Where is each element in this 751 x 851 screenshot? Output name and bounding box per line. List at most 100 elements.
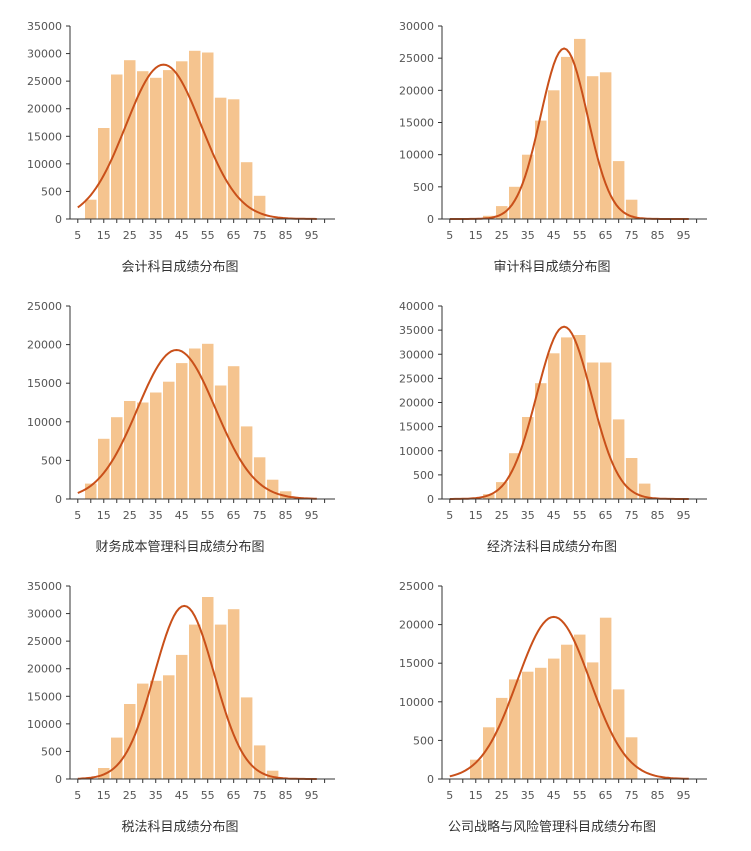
bar bbox=[137, 71, 149, 219]
x-tick-label: 35 bbox=[521, 789, 535, 802]
bar bbox=[266, 770, 279, 779]
chart-1: 5 15 25 35 45 55 65 75 85 95 0 500 10000 15000 20000 25… bbox=[27, 20, 335, 275]
y-tick-label: 25000 bbox=[399, 580, 434, 593]
bar bbox=[124, 704, 136, 779]
bar bbox=[561, 56, 573, 220]
bar bbox=[227, 99, 240, 219]
x-tick-label: 95 bbox=[677, 789, 691, 802]
bar bbox=[176, 363, 188, 499]
y-tick-label: 20000 bbox=[27, 663, 62, 676]
y-tick-label: 30000 bbox=[399, 20, 434, 33]
x-tick-label: 35 bbox=[149, 509, 163, 522]
bar bbox=[483, 727, 495, 779]
bar bbox=[522, 417, 534, 499]
bar bbox=[266, 479, 279, 499]
x-tick-label: 95 bbox=[305, 509, 319, 522]
bar bbox=[150, 77, 162, 219]
x-tick-label: 35 bbox=[521, 229, 535, 242]
bar bbox=[509, 679, 521, 779]
bar bbox=[483, 494, 495, 499]
y-tick-label: 500 bbox=[41, 745, 62, 758]
y-tick-label: 30000 bbox=[27, 608, 62, 621]
x-tick-label: 65 bbox=[227, 509, 241, 522]
y-tick-label: 15000 bbox=[27, 130, 62, 143]
x-tick-label: 95 bbox=[305, 789, 319, 802]
fit-curve bbox=[77, 348, 317, 500]
x-tick-label: 5 bbox=[446, 789, 453, 802]
y-tick-label: 15000 bbox=[27, 690, 62, 703]
bar bbox=[85, 483, 97, 499]
bar bbox=[586, 76, 599, 219]
bar bbox=[561, 644, 573, 779]
y-tick-label: 25000 bbox=[27, 300, 62, 313]
bar bbox=[163, 70, 175, 219]
y-tick-label: 0 bbox=[55, 773, 62, 786]
x-tick-label: 5 bbox=[446, 509, 453, 522]
x-tick-label: 15 bbox=[469, 509, 483, 522]
y-tick-label: 15000 bbox=[27, 377, 62, 390]
bar bbox=[214, 385, 227, 499]
x-tick-label: 85 bbox=[279, 789, 293, 802]
y-tick-label: 0 bbox=[55, 493, 62, 506]
bar bbox=[111, 737, 123, 779]
y-tick-label: 25000 bbox=[399, 52, 434, 65]
x-tick-label: 85 bbox=[651, 789, 665, 802]
x-tick-label: 75 bbox=[625, 509, 639, 522]
x-tick-label: 65 bbox=[599, 789, 613, 802]
y-tick-label: 500 bbox=[41, 185, 62, 198]
bar bbox=[189, 50, 201, 219]
y-tick-label: 20000 bbox=[399, 84, 434, 97]
x-tick-label: 55 bbox=[573, 789, 587, 802]
bar bbox=[470, 759, 482, 779]
y-tick-label: 20000 bbox=[399, 619, 434, 632]
x-tick-label: 55 bbox=[201, 229, 215, 242]
x-tick-label: 75 bbox=[253, 789, 267, 802]
fit-curve bbox=[77, 63, 317, 220]
y-tick-label: 500 bbox=[41, 454, 62, 467]
chart-2: 5 15 25 35 45 55 65 75 85 95 0 500 10000 15000 20000 25… bbox=[399, 20, 707, 275]
bar bbox=[496, 482, 508, 499]
x-tick-label: 75 bbox=[625, 789, 639, 802]
x-tick-label: 65 bbox=[227, 229, 241, 242]
y-tick-label: 15000 bbox=[399, 657, 434, 670]
chart-4: 5 15 25 35 45 55 65 75 85 95 0 500 10000 15000 20000 25… bbox=[399, 300, 707, 555]
x-tick-label: 65 bbox=[599, 229, 613, 242]
x-tick-label: 95 bbox=[305, 229, 319, 242]
x-tick-label: 75 bbox=[625, 229, 639, 242]
chart-6: 5 15 25 35 45 55 65 75 85 95 0 500 10000 15000 20000 25… bbox=[399, 580, 707, 835]
y-tick-label: 0 bbox=[427, 213, 434, 226]
bar bbox=[202, 52, 214, 219]
x-tick-label: 45 bbox=[547, 229, 561, 242]
bar bbox=[599, 362, 612, 499]
bar bbox=[150, 392, 162, 499]
x-tick-label: 15 bbox=[97, 229, 111, 242]
fit-curve bbox=[449, 325, 689, 500]
bar bbox=[612, 161, 625, 219]
bar bbox=[535, 383, 547, 499]
bar bbox=[496, 697, 508, 779]
x-tick-label: 55 bbox=[201, 789, 215, 802]
bar bbox=[227, 609, 240, 779]
bar bbox=[202, 597, 214, 779]
y-tick-label: 25000 bbox=[27, 635, 62, 648]
bar bbox=[240, 162, 253, 219]
bar bbox=[176, 61, 188, 219]
bar bbox=[202, 343, 214, 499]
bar bbox=[625, 199, 638, 219]
x-tick-label: 25 bbox=[495, 509, 509, 522]
y-tick-label: 25000 bbox=[27, 75, 62, 88]
x-tick-label: 95 bbox=[677, 229, 691, 242]
bar bbox=[522, 154, 534, 219]
x-tick-label: 55 bbox=[201, 509, 215, 522]
y-tick-label: 40000 bbox=[399, 300, 434, 313]
x-tick-label: 45 bbox=[175, 229, 189, 242]
x-tick-label: 85 bbox=[279, 509, 293, 522]
x-tick-label: 35 bbox=[521, 509, 535, 522]
y-tick-label: 0 bbox=[427, 773, 434, 786]
x-tick-label: 45 bbox=[175, 789, 189, 802]
chart-5: 5 15 25 35 45 55 65 75 85 95 0 500 10000 15000 20000 25… bbox=[27, 580, 335, 835]
bar bbox=[612, 689, 625, 779]
bar bbox=[111, 417, 123, 499]
bar bbox=[124, 60, 136, 220]
